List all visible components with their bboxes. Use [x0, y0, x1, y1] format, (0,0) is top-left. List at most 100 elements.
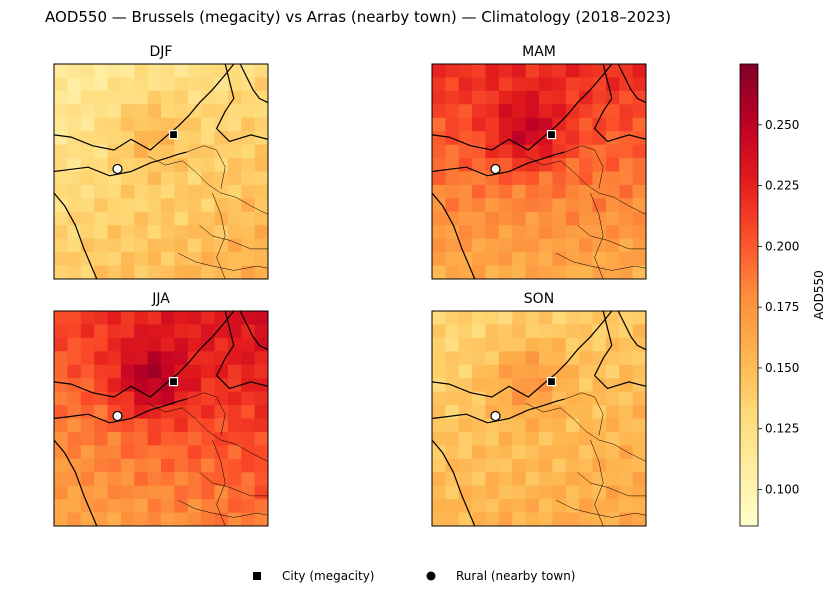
- heatmap-cell: [472, 131, 487, 146]
- heatmap-cell: [552, 472, 567, 487]
- heatmap-cell: [227, 117, 242, 132]
- heatmap-cell: [67, 351, 82, 366]
- coastline: [54, 439, 98, 526]
- heatmap-cell: [525, 117, 540, 132]
- heatmap-cell: [565, 351, 580, 366]
- heatmap-cell: [120, 184, 135, 199]
- heatmap-cell: [147, 431, 162, 446]
- heatmap-cell: [579, 405, 594, 420]
- heatmap-cell: [147, 472, 162, 487]
- heatmap-cell: [147, 184, 162, 199]
- heatmap-cell: [120, 104, 135, 119]
- heatmap-cell: [605, 311, 620, 326]
- heatmap-cell: [525, 512, 540, 526]
- heatmap-cell: [458, 351, 473, 366]
- heatmap-cell: [432, 485, 446, 500]
- country-border: [199, 472, 268, 497]
- heatmap-cell: [134, 418, 149, 433]
- heatmap-cell: [201, 77, 216, 92]
- heatmap-cell: [80, 77, 95, 92]
- heatmap-cell: [80, 311, 95, 326]
- colorbar-label: AOD550: [812, 270, 826, 320]
- heatmap-cell: [498, 324, 513, 339]
- heatmap-cell: [498, 364, 513, 379]
- heatmap-cell: [498, 445, 513, 460]
- heatmap-cell: [632, 77, 646, 92]
- heatmap-cell: [458, 104, 473, 119]
- legend-city-label: City (megacity): [282, 569, 374, 583]
- heatmap-cell: [107, 485, 122, 500]
- heatmap-cell: [539, 512, 553, 526]
- heatmap-cell: [632, 405, 646, 420]
- heatmap-cell: [94, 158, 109, 173]
- heatmap-cell: [107, 431, 122, 446]
- heatmap-cell: [147, 499, 162, 514]
- heatmap-cell: [134, 512, 149, 526]
- heatmap-cell: [432, 184, 446, 199]
- heatmap-cell: [565, 324, 580, 339]
- heatmap-cell: [54, 104, 68, 119]
- heatmap-cell: [458, 405, 473, 420]
- heatmap-cell: [445, 184, 460, 199]
- heatmap-cell: [485, 351, 500, 366]
- coastline: [432, 192, 476, 279]
- heatmap-cell: [80, 90, 95, 105]
- heatmap-cell: [94, 512, 109, 526]
- chart-title: AOD550 — Brussels (megacity) vs Arras (n…: [45, 8, 671, 26]
- heatmap-cell: [134, 77, 149, 92]
- heatmap-cell: [565, 198, 580, 213]
- heatmap-cell: [619, 117, 634, 132]
- heatmap-cell: [94, 324, 109, 339]
- heatmap-cell: [472, 364, 487, 379]
- panel-frame: [431, 310, 647, 527]
- heatmap-cell: [107, 64, 122, 79]
- heatmap-cell: [498, 131, 513, 146]
- heatmap-cell: [174, 90, 189, 105]
- heatmap-cell: [632, 458, 646, 473]
- heatmap-cell: [227, 337, 242, 352]
- heatmap-cell: [512, 458, 527, 473]
- heatmap-cell: [241, 445, 256, 460]
- heatmap-cell: [147, 144, 162, 159]
- heatmap-cell: [94, 90, 109, 105]
- heatmap-cell: [512, 225, 527, 240]
- heatmap-cell: [552, 364, 567, 379]
- heatmap-cell: [120, 485, 135, 500]
- heatmap-cell: [174, 64, 189, 79]
- heatmap-cell: [147, 104, 162, 119]
- heatmap-cell: [254, 198, 268, 213]
- heatmap-cell: [512, 378, 527, 393]
- country-border: [148, 403, 268, 462]
- heatmap-cell: [241, 405, 256, 420]
- heatmap-cell: [54, 198, 68, 213]
- map-lines: [54, 64, 268, 279]
- heatmap-cell: [472, 311, 487, 326]
- heatmap-cell: [445, 351, 460, 366]
- heatmap-cell: [94, 418, 109, 433]
- heatmap-cell: [187, 445, 202, 460]
- heatmap-cell: [147, 351, 162, 366]
- heatmap-cell: [579, 337, 594, 352]
- heatmap-cell: [539, 90, 553, 105]
- heatmap-cell: [498, 90, 513, 105]
- heatmap-cell: [67, 311, 82, 326]
- heatmap-cell: [605, 144, 620, 159]
- heatmap-cell: [54, 64, 68, 79]
- heatmap-cell: [512, 211, 527, 226]
- heatmap-cell: [161, 337, 175, 352]
- heatmap-cell: [80, 351, 95, 366]
- heatmap-cell: [525, 171, 540, 186]
- heatmap-cell: [619, 252, 634, 267]
- heatmap-cell: [525, 104, 540, 119]
- heatmap-cell: [498, 171, 513, 186]
- heatmap-cell: [539, 158, 553, 173]
- country-border: [590, 192, 604, 279]
- heatmap-cell: [147, 131, 162, 146]
- heatmap-cell: [241, 351, 256, 366]
- heatmap-cell: [472, 252, 487, 267]
- coastline: [54, 64, 235, 151]
- heatmap-cell: [619, 431, 634, 446]
- heatmap-cell: [552, 252, 567, 267]
- heatmap-cell: [525, 252, 540, 267]
- heatmap-cell: [539, 211, 553, 226]
